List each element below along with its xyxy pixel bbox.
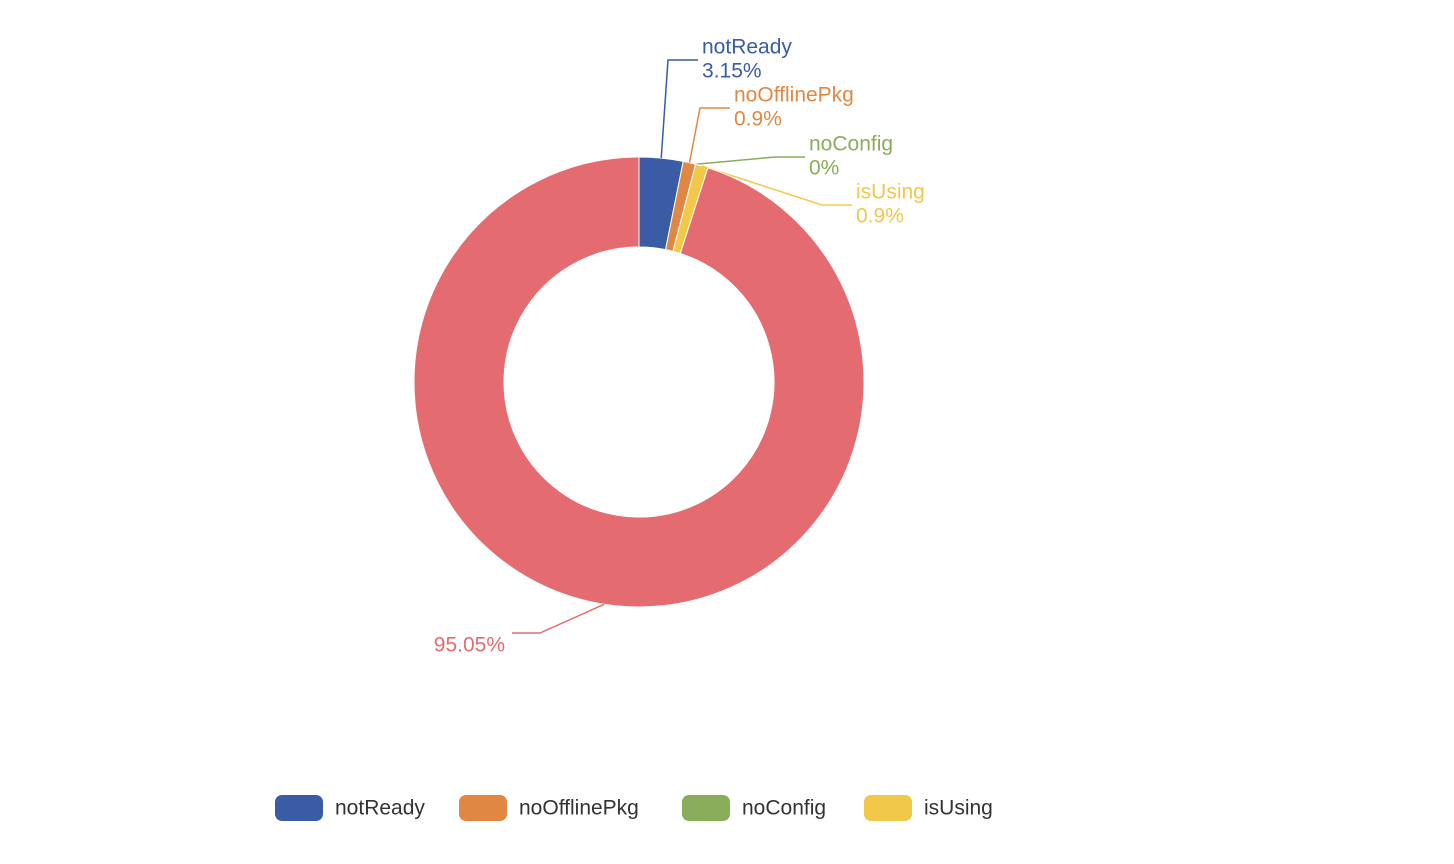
legend-label: notReady: [335, 797, 425, 820]
value-label: 3.15%: [702, 60, 762, 83]
leader-line: [660, 59, 698, 159]
leader-line: [688, 107, 730, 163]
value-label: 0.9%: [856, 205, 904, 228]
value-label: 0.9%: [734, 108, 782, 131]
value-label: 95.05%: [434, 634, 505, 657]
legend-label: isUsing: [924, 797, 993, 820]
legend-swatch: [682, 795, 730, 821]
legend-label: noOfflinePkg: [519, 797, 639, 820]
legend-swatch: [459, 795, 507, 821]
legend-swatch: [864, 795, 912, 821]
leader-line: [695, 156, 805, 165]
slice-label: noConfig: [809, 133, 893, 156]
value-label: 0%: [809, 157, 839, 180]
slice: [413, 156, 865, 608]
legend-label: noConfig: [742, 797, 826, 820]
slice-label: noOfflinePkg: [734, 84, 854, 107]
leader-line: [512, 603, 605, 634]
slice-label: isUsing: [856, 181, 925, 204]
legend-swatch: [275, 795, 323, 821]
slice-label: notReady: [702, 36, 792, 59]
leader-line: [701, 165, 852, 206]
